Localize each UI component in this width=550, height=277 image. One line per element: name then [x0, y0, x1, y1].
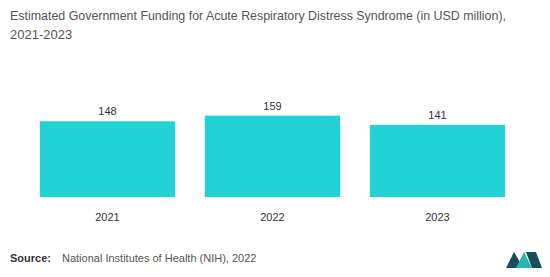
bar — [205, 116, 340, 197]
source: National Institutes of Health (NIH), 202… — [62, 252, 256, 264]
title-line: 2021-2023 — [10, 27, 72, 42]
data-label: 141 — [428, 109, 446, 121]
x-tick-label: 2022 — [260, 211, 284, 223]
x-tick-label: 2021 — [95, 211, 119, 223]
title-line: Estimated Government Funding for Acute R… — [10, 8, 506, 23]
data-label: 148 — [98, 105, 116, 117]
bar — [40, 121, 175, 197]
x-tick-label: 2023 — [425, 211, 449, 223]
logo — [506, 252, 542, 268]
bar — [370, 125, 505, 197]
logo-shape — [526, 252, 542, 268]
bars — [40, 116, 505, 197]
title: Estimated Government Funding for Acute R… — [10, 8, 506, 42]
chart: Estimated Government Funding for Acute R… — [0, 0, 550, 277]
data-label: 159 — [263, 100, 281, 112]
source-label: Source: — [10, 252, 51, 264]
